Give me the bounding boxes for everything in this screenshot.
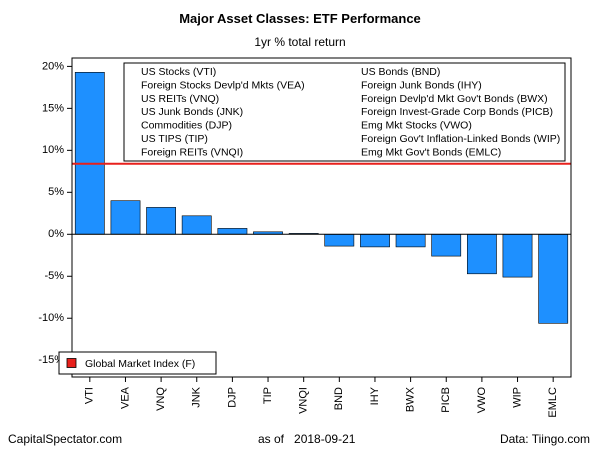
y-tick-label: -10% [38,312,64,324]
y-tick-label: 5% [48,186,64,198]
reference-legend-label: Global Market Index (F) [85,358,195,370]
bar-vnq [146,207,177,235]
bar-vea [110,200,141,235]
x-tick-label-bnd: BND [333,387,345,410]
legend-entry: US Bonds (BND) [361,66,440,78]
footer-as-of: as of 2018-09-21 [258,432,355,446]
legend-entry: Foreign Stocks Devlp'd Mkts (VEA) [141,79,305,91]
bar-ihy [360,234,390,248]
x-tick-label-djp: DJP [226,387,238,408]
footer-source-right: Data: Tiingo.com [499,432,590,446]
y-tick-label: 10% [42,144,64,156]
x-tick-label-wip: WIP [511,387,523,408]
x-tick-label-vea: VEA [119,386,131,409]
bar-djp [217,228,248,235]
y-tick-label: -15% [38,354,64,366]
bar-jnk [181,215,212,235]
as-of-date: 2018-09-21 [294,432,356,446]
x-tick-label-picb: PICB [440,387,452,413]
as-of-label: as of [258,432,285,446]
y-tick-label: 0% [48,228,64,240]
footer-source-left: CapitalSpectator.com [8,432,123,446]
bar-bwx [395,234,426,248]
legend-entry: US Junk Bonds (JNK) [141,106,243,118]
legend-entry: US REITs (VNQ) [141,93,219,105]
bar-wip [502,234,533,278]
chart-title: Major Asset Classes: ETF Performance [179,11,421,26]
reference-legend-box [58,351,217,375]
legend-entry: US TIPS (TIP) [141,133,208,145]
legend-group: US Stocks (VTI)Foreign Stocks Devlp'd Mk… [123,62,566,162]
legend-entry: Emg Mkt Gov't Bonds (EMLC) [361,146,501,158]
reference-legend-group: Global Market Index (F) [58,351,217,375]
y-tick-label: 20% [42,60,64,72]
x-tick-label-jnk: JNK [191,386,203,407]
legend-entry: Foreign Invest-Grade Corp Bonds (PICB) [361,106,553,118]
axes-group: VTI VEA VNQ JNK DJP TIP VNQI BND IHY BWX PICB VWO WI… [38,57,572,418]
legend-entry: Foreign REITs (VNQI) [141,146,243,158]
x-tick-label-emlc: EMLC [547,387,559,418]
x-tick-label-vti: VTI [84,387,96,404]
bar-vwo [466,234,497,275]
x-tick-label-bwx: BWX [405,386,417,412]
legend-entry: Foreign Junk Bonds (IHY) [361,79,482,91]
plot-frame [71,57,572,378]
legend-entry: Commodities (DJP) [141,120,232,132]
x-tick-label-vnqi: VNQI [298,387,310,414]
x-tick-label-tip: TIP [262,387,274,404]
bar-bnd [324,234,355,247]
x-tick-label-vwo: VWO [476,387,488,414]
legend-box [123,62,566,162]
chart-subtitle: 1yr % total return [254,35,346,49]
y-tick-label: 15% [42,102,64,114]
legend-entry: Emg Mkt Stocks (VWO) [361,120,472,132]
bar-emlc [538,234,569,324]
reference-legend-swatch [66,358,77,368]
legend-entry: Foreign Gov't Inflation-Linked Bonds (WI… [361,133,560,145]
y-tick-label: -5% [44,270,64,282]
x-tick-label-ihy: IHY [369,386,381,405]
legend-entry: US Stocks (VTI) [141,66,216,78]
bar-picb [431,234,462,257]
x-tick-label-vnq: VNQ [155,387,167,411]
bar-vti [74,72,105,235]
legend-entry: Foreign Devlp'd Mkt Gov't Bonds (BWX) [361,93,548,105]
